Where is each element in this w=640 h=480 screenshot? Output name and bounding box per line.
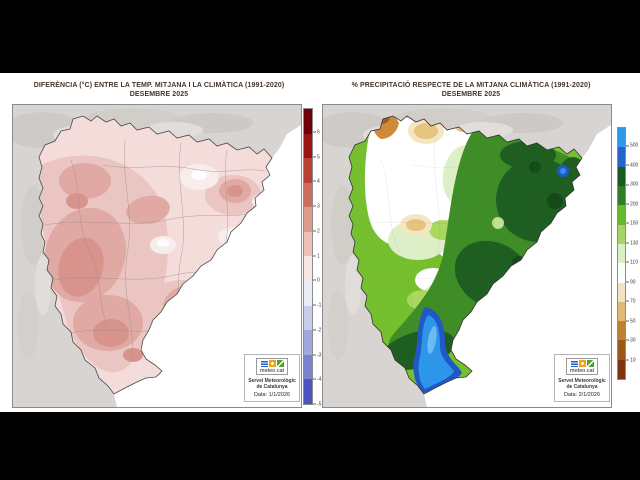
letterbox-top xyxy=(0,0,640,73)
organization-name-line2: de Catalunya xyxy=(256,383,288,390)
colorbar-segment xyxy=(618,205,625,225)
meteocat-logo-leaf-icon xyxy=(276,360,284,367)
colorbar-segment xyxy=(618,321,625,341)
meteocat-logo-blue-icon xyxy=(260,360,268,367)
sea xyxy=(424,125,611,407)
colorbar-tick-label: 200 xyxy=(626,202,638,207)
sea xyxy=(114,125,301,407)
organization-name-line2: de Catalunya xyxy=(566,383,598,390)
colorbar-segment xyxy=(618,128,625,148)
temperature-map-title: DIFERÈNCIA (°C) ENTRE LA TEMP. MITJANA I… xyxy=(6,82,312,99)
letterbox-bottom xyxy=(0,412,640,480)
colorbar-segment xyxy=(618,185,625,206)
meteocat-logo: meteo.cat xyxy=(255,358,289,375)
content-area: DIFERÈNCIA (°C) ENTRE LA TEMP. MITJANA I… xyxy=(0,73,640,412)
colorbar-tick-label: 0 xyxy=(313,278,320,284)
colorbar-segment xyxy=(304,330,312,355)
colorbar-segment xyxy=(304,305,312,331)
colorbar-tick-label: 10 xyxy=(626,358,636,363)
colorbar-tick-label: 300 xyxy=(626,182,638,188)
precipitation-title-line2: DESEMBRE 2025 xyxy=(441,90,501,98)
colorbar-segment xyxy=(304,207,312,232)
attribution-box: meteo.cat Servei Meteorològic de Catalun… xyxy=(244,354,300,402)
colorbar-tick-label: 90 xyxy=(626,280,636,285)
colorbar-segment xyxy=(618,166,625,186)
colorbar-tick-label: -4 xyxy=(313,377,321,383)
temperature-map: meteo.cat Servei Meteorològic de Catalun… xyxy=(12,104,302,408)
colorbar-tick-label: 30 xyxy=(626,338,636,344)
precipitation-colorbar-ticks: 500 400 300 200 150 130 110 90 70 50 30 10 xyxy=(626,127,640,380)
colorbar-tick-label: 70 xyxy=(626,299,636,305)
temperature-colorbar: 6 5 4 3 2 1 0 -1 -2 -3 -4 -5 xyxy=(303,108,333,408)
colorbar-segment xyxy=(304,379,312,404)
colorbar-tick-label: 5 xyxy=(313,155,320,160)
precipitation-colorbar: 500 400 300 200 150 130 110 90 70 50 30 10 xyxy=(617,127,639,380)
meteocat-logo-sun-icon xyxy=(578,360,586,367)
colorbar-segment xyxy=(304,182,312,208)
colorbar-tick-label: 6 xyxy=(313,130,320,135)
colorbar-segment xyxy=(304,256,312,282)
temperature-title-line1: DIFERÈNCIA (°C) ENTRE LA TEMP. MITJANA I… xyxy=(33,82,285,89)
map-date: Data: 2/1/2026 xyxy=(563,392,601,398)
precipitation-map-title: % PRECIPITACIÓ RESPECTE DE LA MITJANA CL… xyxy=(318,82,624,99)
colorbar-tick-label: 150 xyxy=(626,221,638,227)
comarca-borders xyxy=(44,139,266,358)
colorbar-segment xyxy=(618,243,625,264)
organization-name-line1: Servei Meteorològic xyxy=(248,378,296,384)
colorbar-tick-label: 1 xyxy=(313,254,320,259)
colorbar-segment xyxy=(304,231,312,257)
meteocat-wordmark: meteo.cat xyxy=(569,368,595,374)
meteocat-logo-leaf-icon xyxy=(586,360,594,367)
colorbar-segment xyxy=(618,359,625,380)
temperature-anomaly-map-svg xyxy=(13,105,301,407)
colorbar-tick-label: -3 xyxy=(313,353,321,358)
colorbar-tick-label: 110 xyxy=(626,260,638,266)
colorbar-tick-label: -1 xyxy=(313,303,321,309)
colorbar-tick-label: 130 xyxy=(626,241,638,246)
colorbar-segment xyxy=(618,224,625,244)
colorbar-segment xyxy=(304,354,312,380)
colorbar-tick-label: -2 xyxy=(313,328,321,333)
colorbar-tick-label: 4 xyxy=(313,179,320,185)
temperature-title-line2: DESEMBRE 2025 xyxy=(129,90,189,98)
colorbar-segment xyxy=(618,282,625,302)
precipitation-map: meteo.cat Servei Meteorològic de Catalun… xyxy=(322,104,612,408)
map-date: Data: 1/1/2026 xyxy=(253,392,291,398)
meteocat-logo: meteo.cat xyxy=(565,358,599,375)
colorbar-tick-label: 500 xyxy=(626,143,638,149)
precipitation-colorbar-track xyxy=(617,127,626,380)
colorbar-segment xyxy=(618,301,625,322)
temperature-colorbar-track xyxy=(303,108,313,405)
organization-name: Servei Meteorològic de Catalunya xyxy=(555,378,609,390)
meteocat-logo-sun-icon xyxy=(268,360,276,367)
organization-name-line1: Servei Meteorològic xyxy=(558,378,606,384)
organization-name: Servei Meteorològic de Catalunya xyxy=(245,378,299,390)
attribution-box: meteo.cat Servei Meteorològic de Catalun… xyxy=(554,354,610,402)
colorbar-segment xyxy=(304,158,312,183)
colorbar-tick-label: 400 xyxy=(626,163,638,168)
colorbar-tick-label: 50 xyxy=(626,319,636,324)
colorbar-tick-label: 3 xyxy=(313,204,320,210)
colorbar-segment xyxy=(618,263,625,283)
colorbar-segment xyxy=(618,340,625,360)
meteocat-logo-blue-icon xyxy=(570,360,578,367)
temperature-colorbar-ticks: 6 5 4 3 2 1 0 -1 -2 -3 -4 -5 xyxy=(313,108,333,408)
colorbar-segment xyxy=(304,281,312,306)
meteocat-wordmark: meteo.cat xyxy=(259,368,285,374)
colorbar-tick-label: 2 xyxy=(313,229,320,234)
colorbar-segment xyxy=(304,133,312,159)
colorbar-segment xyxy=(304,109,312,134)
colorbar-tick-label: -5 xyxy=(313,402,321,408)
precipitation-title-line1: % PRECIPITACIÓ RESPECTE DE LA MITJANA CL… xyxy=(351,82,591,89)
colorbar-segment xyxy=(618,147,625,167)
